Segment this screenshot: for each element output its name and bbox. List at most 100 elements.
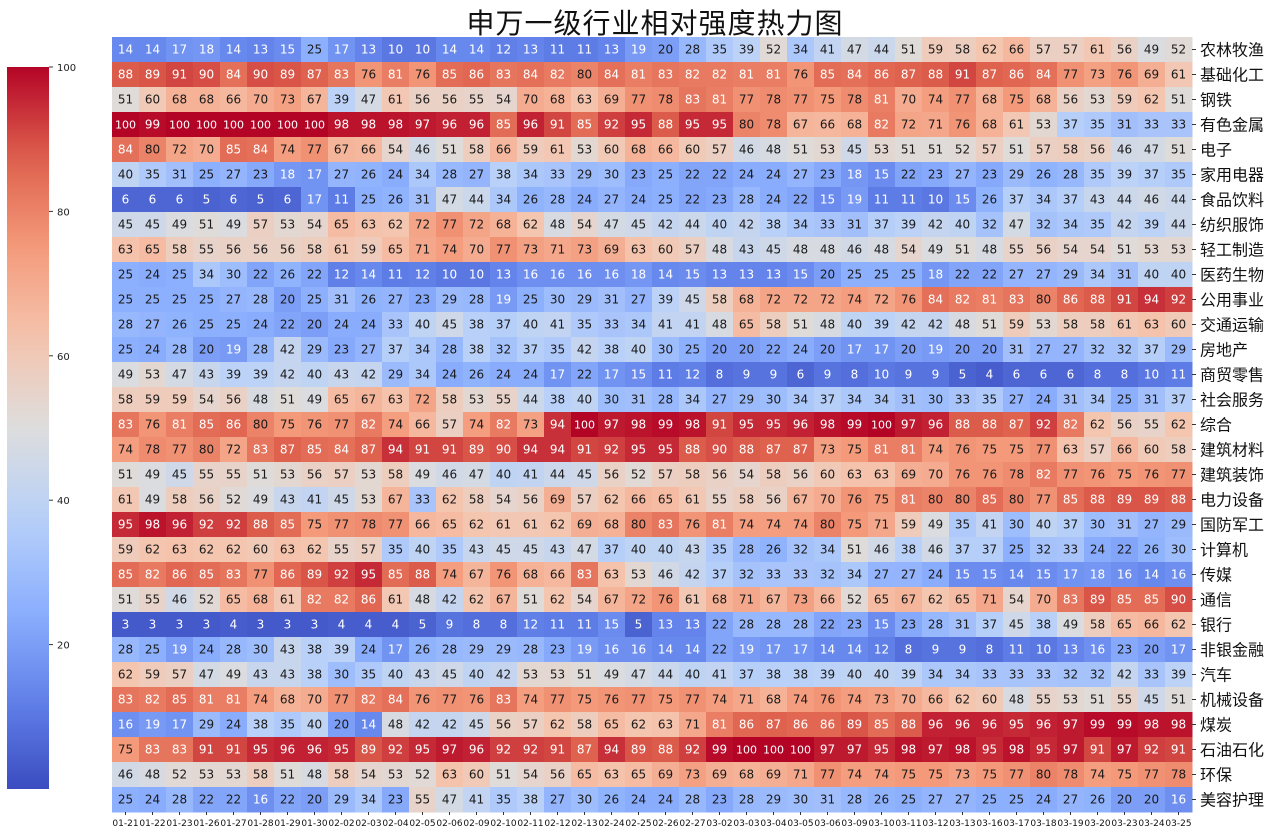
- heatmap-cell: [922, 187, 950, 213]
- cell-value-label: 86: [793, 718, 808, 732]
- heatmap-cell: [1138, 312, 1166, 338]
- heatmap-cell: [274, 62, 302, 88]
- cell-value-label: 88: [739, 443, 754, 457]
- cell-value-label: 74: [1090, 768, 1105, 782]
- heatmap-cell: [355, 362, 383, 388]
- heatmap-cell: [760, 87, 788, 113]
- cell-value-label: 56: [1117, 43, 1132, 57]
- heatmap-cell: [760, 162, 788, 188]
- heatmap-cell: [517, 237, 545, 263]
- cell-value-label: 73: [955, 768, 970, 782]
- heatmap-cell: [949, 237, 977, 263]
- cell-value-label: 88: [982, 418, 997, 432]
- y-tick-label: 家用电器: [1200, 166, 1264, 185]
- cell-value-label: 69: [604, 93, 619, 107]
- cell-value-label: 12: [334, 268, 349, 282]
- cell-value-label: 20: [280, 293, 295, 307]
- heatmap-cell: [895, 387, 923, 413]
- heatmap-cell: [1057, 187, 1085, 213]
- cell-value-label: 87: [766, 443, 781, 457]
- cell-value-label: 49: [1144, 43, 1159, 57]
- heatmap-cell: [868, 137, 896, 163]
- cell-value-label: 46: [415, 143, 430, 157]
- cell-value-label: 86: [226, 418, 241, 432]
- cell-value-label: 70: [199, 143, 214, 157]
- heatmap-cell: [1084, 187, 1112, 213]
- cell-value-label: 85: [820, 68, 835, 82]
- cell-value-label: 60: [253, 543, 268, 557]
- heatmap-cell: [112, 187, 140, 213]
- heatmap-cell: [895, 362, 923, 388]
- cell-value-label: 77: [442, 693, 457, 707]
- cell-value-label: 78: [1063, 768, 1078, 782]
- heatmap-cell: [1165, 137, 1193, 163]
- x-tick-label: 03-04: [760, 819, 786, 829]
- cell-value-label: 30: [1009, 518, 1024, 532]
- cell-value-label: 48: [550, 218, 565, 232]
- heatmap-cell: [976, 337, 1004, 363]
- cell-value-label: 80: [631, 518, 646, 532]
- cell-value-label: 24: [1036, 793, 1051, 807]
- cell-value-label: 40: [712, 218, 727, 232]
- heatmap-cell: [733, 112, 761, 138]
- cell-value-label: 3: [176, 618, 184, 632]
- y-tick-label: 商贸零售: [1200, 366, 1264, 385]
- heatmap-cell: [301, 162, 329, 188]
- cell-value-label: 63: [847, 468, 862, 482]
- heatmap-cell: [166, 62, 194, 88]
- heatmap-cell: [949, 187, 977, 213]
- cell-value-label: 46: [1117, 143, 1132, 157]
- cell-value-label: 20: [1144, 793, 1159, 807]
- cell-value-label: 19: [739, 643, 754, 657]
- cell-value-label: 100: [790, 744, 811, 757]
- heatmap-cell: [490, 362, 518, 388]
- cell-value-label: 78: [658, 93, 673, 107]
- cell-value-label: 49: [226, 668, 241, 682]
- heatmap-cell: [301, 187, 329, 213]
- heatmap-cell: [517, 87, 545, 113]
- cell-value-label: 24: [658, 793, 673, 807]
- heatmap-cell: [814, 37, 842, 63]
- cell-value-label: 22: [280, 793, 295, 807]
- cell-value-label: 80: [1009, 493, 1024, 507]
- y-tick-label: 纺织服饰: [1200, 216, 1264, 235]
- x-tick-label: 01-21: [112, 819, 138, 829]
- cell-value-label: 82: [145, 693, 160, 707]
- heatmap-cell: [463, 362, 491, 388]
- heatmap-cell: [463, 287, 491, 313]
- cell-value-label: 75: [847, 518, 862, 532]
- heatmap-cell: [1165, 362, 1193, 388]
- heatmap-cell: [1138, 362, 1166, 388]
- cell-value-label: 76: [469, 693, 484, 707]
- cell-value-label: 88: [658, 118, 673, 132]
- heatmap-cell: [166, 212, 194, 238]
- cell-value-label: 68: [523, 568, 538, 582]
- cell-value-label: 51: [1171, 93, 1186, 107]
- heatmap-cell: [652, 312, 680, 338]
- heatmap-cell: [301, 362, 329, 388]
- y-tick-label: 电子: [1200, 141, 1232, 160]
- heatmap-cell: [1165, 187, 1193, 213]
- cell-value-label: 96: [469, 743, 484, 757]
- cell-value-label: 8: [1121, 368, 1129, 382]
- cell-value-label: 26: [1036, 168, 1051, 182]
- cell-value-label: 24: [361, 643, 376, 657]
- cell-value-label: 43: [685, 543, 700, 557]
- heatmap-cell: [895, 312, 923, 338]
- cell-value-label: 26: [469, 368, 484, 382]
- heatmap-cell: [814, 112, 842, 138]
- heatmap-cell: [355, 62, 383, 88]
- cell-value-label: 76: [1117, 68, 1132, 82]
- heatmap-cell: [733, 212, 761, 238]
- cell-value-label: 28: [253, 343, 268, 357]
- heatmap-cell: [328, 62, 356, 88]
- heatmap-cell: [517, 412, 545, 438]
- heatmap-cell: [409, 337, 437, 363]
- cell-value-label: 76: [1090, 468, 1105, 482]
- cell-value-label: 74: [469, 418, 484, 432]
- cell-value-label: 76: [604, 693, 619, 707]
- heatmap-cell: [193, 287, 221, 313]
- cell-value-label: 16: [523, 268, 538, 282]
- x-tick-label: 01-26: [193, 819, 219, 829]
- cell-value-label: 35: [712, 43, 727, 57]
